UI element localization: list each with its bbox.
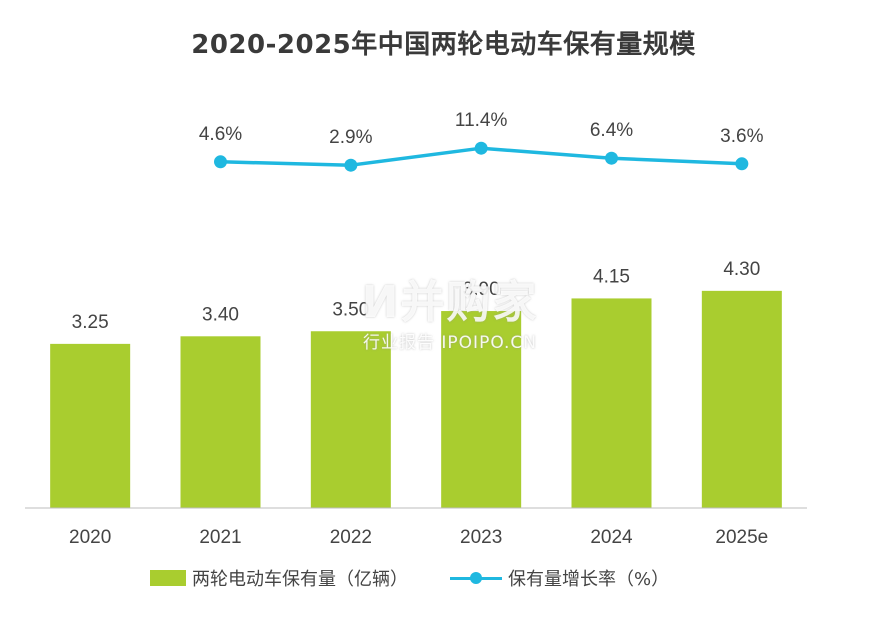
growth-rate-line-series	[214, 141, 749, 172]
bar-2022	[310, 331, 391, 508]
growth-rate-point	[344, 158, 358, 172]
growth-rate-label: 6.4%	[590, 120, 633, 141]
legend-label-bar: 两轮电动车保有量（亿辆）	[192, 569, 408, 590]
bar-value-label: 3.50	[332, 299, 369, 320]
bar-2023	[441, 311, 522, 508]
growth-rate-label: 11.4%	[455, 110, 508, 131]
x-tick-label: 2025e	[715, 527, 768, 548]
growth-rate-point	[605, 151, 618, 165]
legend-swatch-line	[450, 570, 502, 586]
x-tick-label: 2021	[199, 527, 241, 548]
bar-value-labels: 3.25 3.40 3.50 3.90 4.15 4.30	[72, 259, 761, 333]
chart-canvas: 3.25 3.40 3.503.904.15 4.30 2020 2021 2022 202…	[25, 110, 807, 548]
bar-value-label: 3.40	[202, 304, 239, 325]
bar-value-label: 4.15	[593, 266, 630, 287]
legend-item-bar: 两轮电动车保有量（亿辆）	[150, 565, 408, 591]
legend: 两轮电动车保有量（亿辆） 保有量增长率（%）	[150, 565, 711, 591]
legend-label-line: 保有量增长率（%）	[508, 569, 670, 590]
x-axis-ticks: 2020 2021 2022 2023 2024 2025e	[69, 527, 768, 548]
x-tick-label: 2023	[460, 527, 502, 548]
legend-item-line: 保有量增长率（%）	[450, 565, 669, 591]
growth-rate-point	[474, 141, 488, 155]
bar-value-label: 4.30	[723, 259, 760, 280]
growth-rate-point	[735, 157, 749, 171]
chart-title: 2020-2025年中国两轮电动车保有量规模	[191, 30, 696, 60]
growth-rate-label: 2.9%	[329, 127, 372, 148]
growth-rate-point	[214, 155, 227, 169]
bar-value-label: 3.90	[463, 279, 500, 300]
bar-series	[50, 290, 782, 508]
bar-2020	[50, 343, 131, 508]
bar-value-label: 3.25	[72, 312, 109, 333]
bar-2021	[180, 336, 261, 508]
bar-2024	[571, 298, 652, 508]
x-tick-label: 2024	[590, 527, 633, 548]
growth-rate-label: 4.6%	[199, 124, 242, 145]
bar-2025e	[701, 290, 782, 508]
x-tick-label: 2020	[69, 527, 111, 548]
x-tick-label: 2022	[330, 527, 372, 548]
legend-swatch-bar	[150, 570, 186, 586]
growth-rate-label: 3.6%	[720, 126, 763, 147]
growth-rate-labels: 4.6% 2.9% 11.4% 6.4% 3.6%	[199, 110, 764, 148]
